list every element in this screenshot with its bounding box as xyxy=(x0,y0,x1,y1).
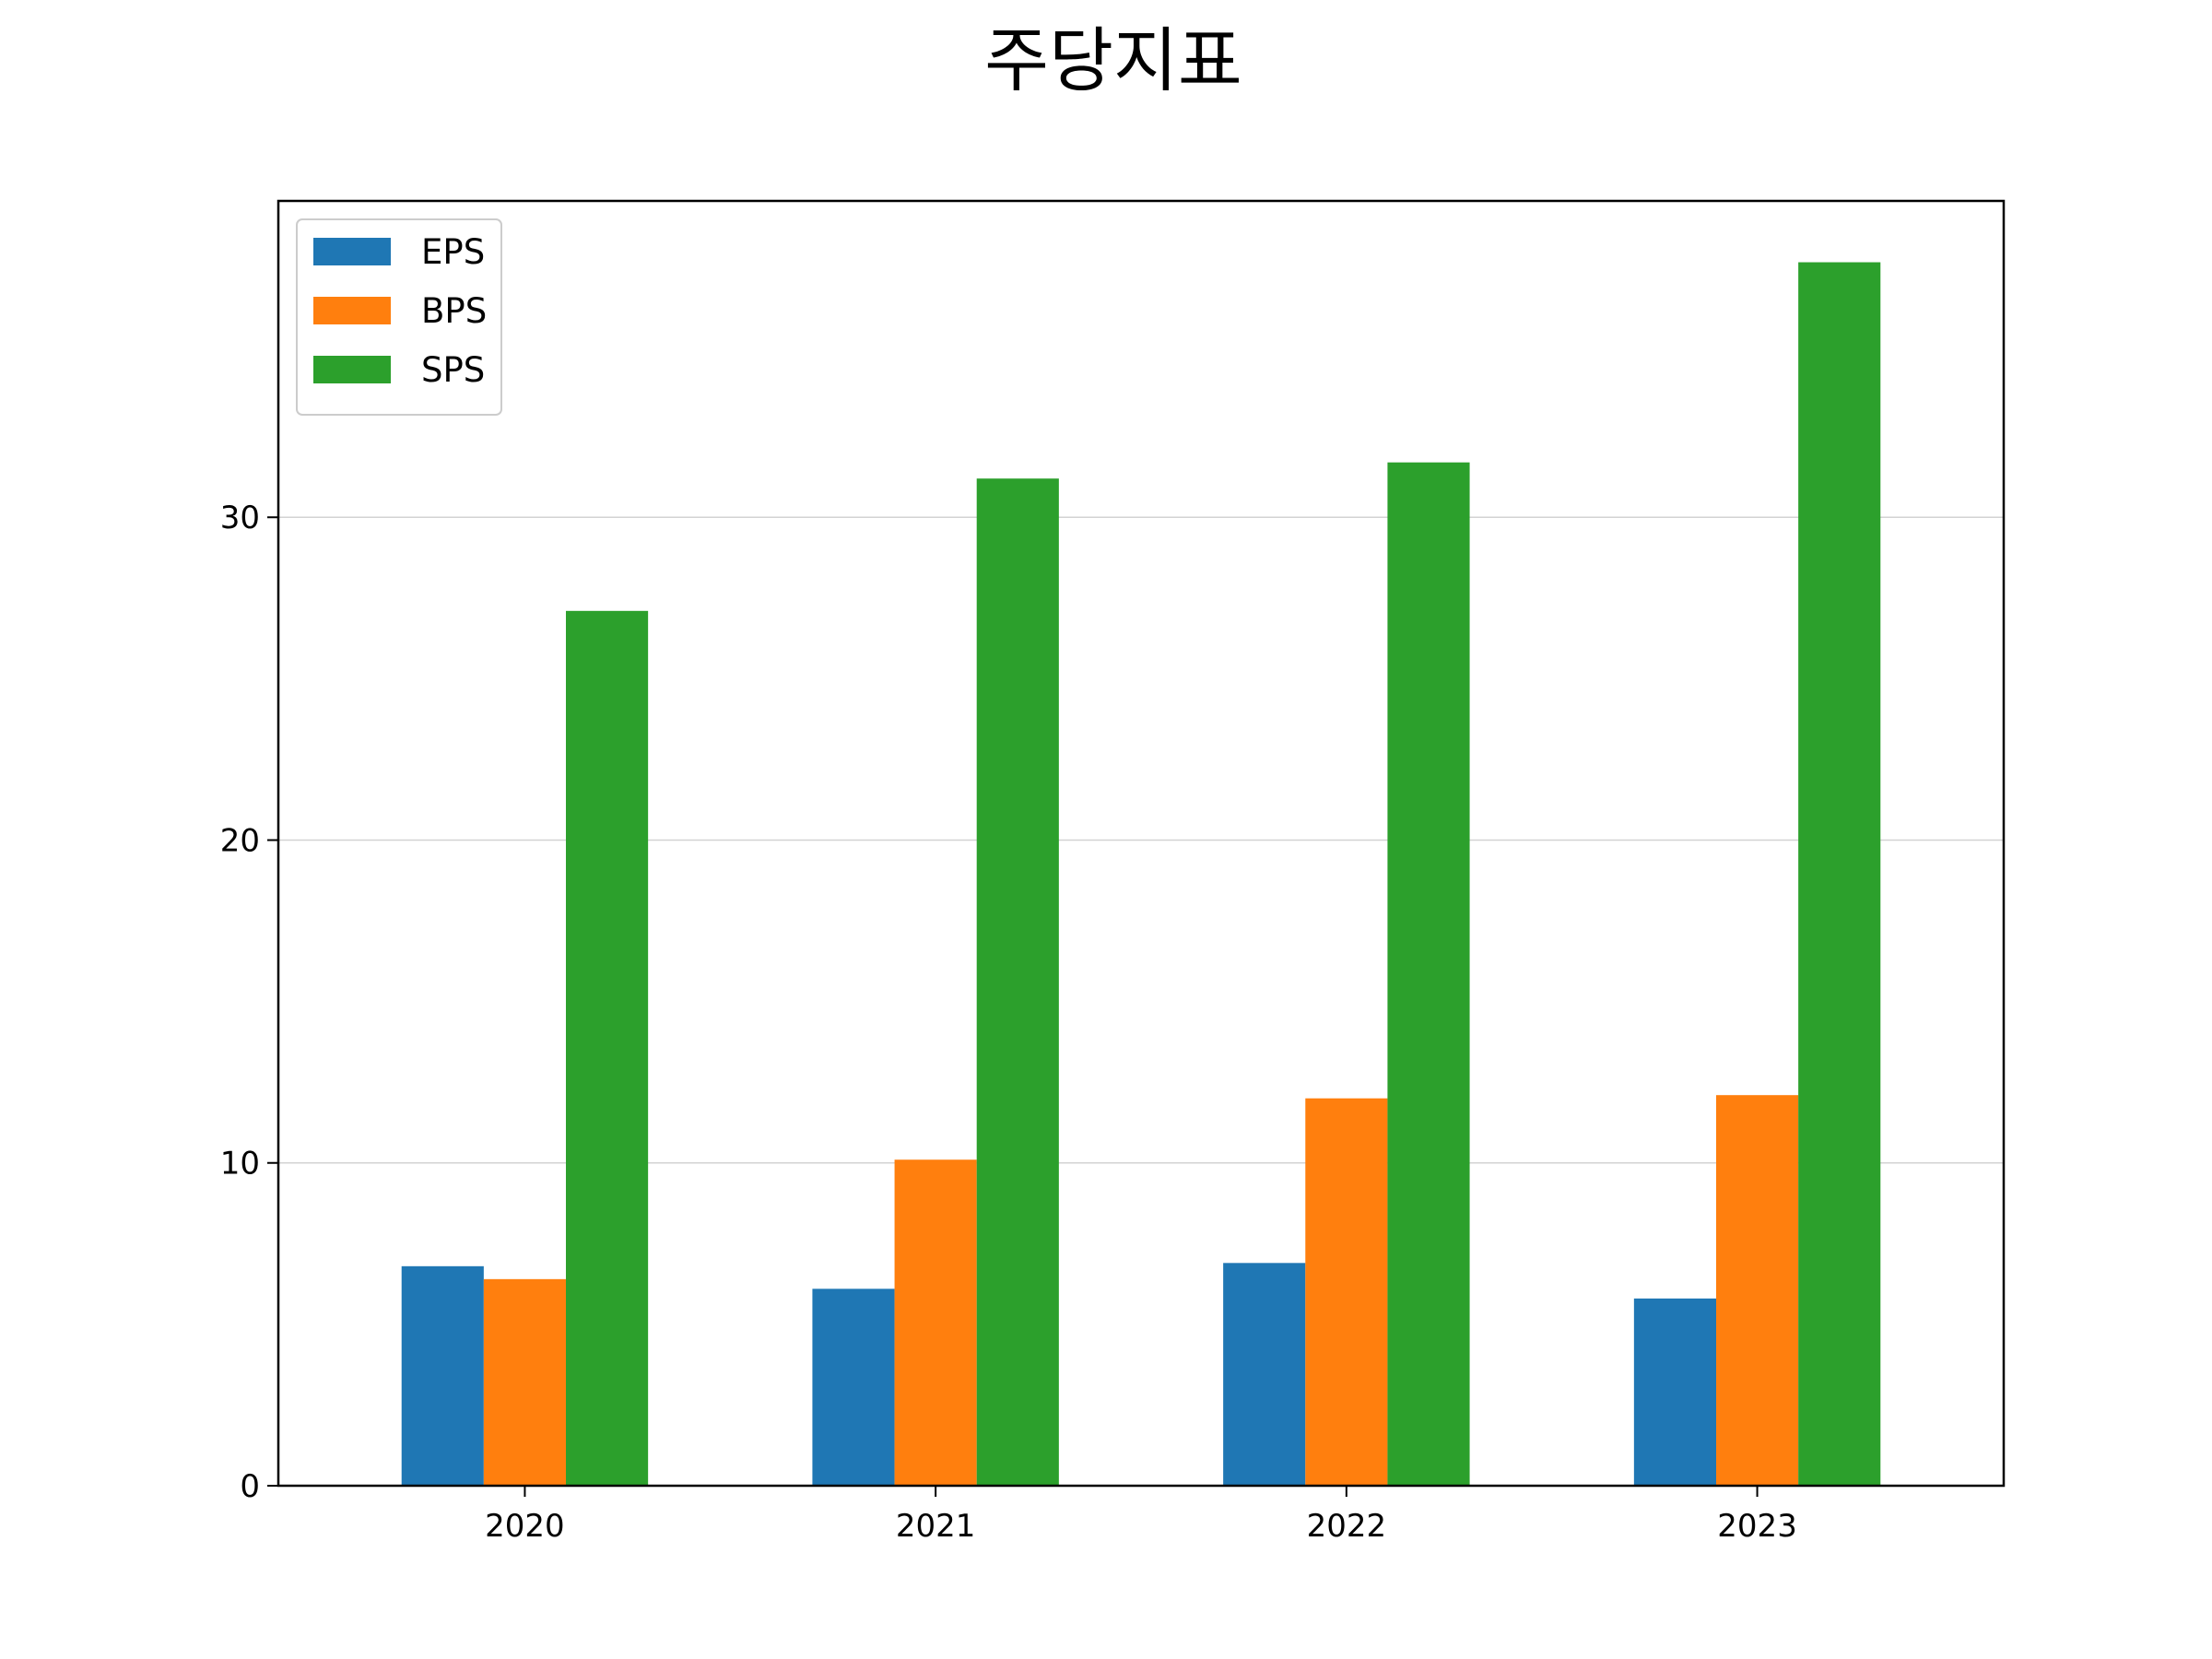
legend-swatch-sps xyxy=(313,356,391,383)
x-axis: 2020 2021 2022 2023 xyxy=(485,1486,1797,1545)
plot-frame xyxy=(276,199,2006,1488)
bar-sps-2023 xyxy=(1798,262,1881,1486)
bar-bps-2021 xyxy=(894,1159,977,1486)
grid-lines xyxy=(278,516,2004,1164)
x-tick-label: 2020 xyxy=(485,1508,565,1545)
legend-swatch-eps xyxy=(313,238,391,265)
bar-eps-2023 xyxy=(1633,1298,1716,1486)
legend-label-eps: EPS xyxy=(421,232,485,272)
x-tick-label: 2022 xyxy=(1307,1508,1387,1545)
y-axis: 0 10 20 30 xyxy=(220,500,278,1505)
legend: EPS BPS SPS xyxy=(296,218,502,416)
bars xyxy=(401,262,1881,1487)
bar-eps-2022 xyxy=(1223,1263,1306,1486)
bar-bps-2022 xyxy=(1305,1098,1388,1486)
bar-sps-2022 xyxy=(1387,462,1470,1487)
legend-label-bps: BPS xyxy=(421,291,487,331)
x-tick-label: 2021 xyxy=(896,1508,976,1545)
y-tick-label: 10 xyxy=(220,1146,260,1182)
y-tick-label: 20 xyxy=(220,822,260,859)
y-tick-label: 0 xyxy=(240,1468,260,1505)
chart-title: 주당지표 xyxy=(984,19,1242,101)
bar-sps-2021 xyxy=(976,478,1059,1486)
bar-bps-2023 xyxy=(1716,1095,1799,1486)
x-tick-label: 2023 xyxy=(1717,1508,1797,1545)
legend-label-sps: SPS xyxy=(421,350,485,390)
legend-swatch-bps xyxy=(313,297,391,324)
bar-eps-2020 xyxy=(401,1265,484,1486)
bar-bps-2020 xyxy=(483,1278,566,1486)
bar-eps-2021 xyxy=(812,1288,895,1486)
bar-sps-2020 xyxy=(566,610,649,1486)
y-tick-label: 30 xyxy=(220,500,260,536)
